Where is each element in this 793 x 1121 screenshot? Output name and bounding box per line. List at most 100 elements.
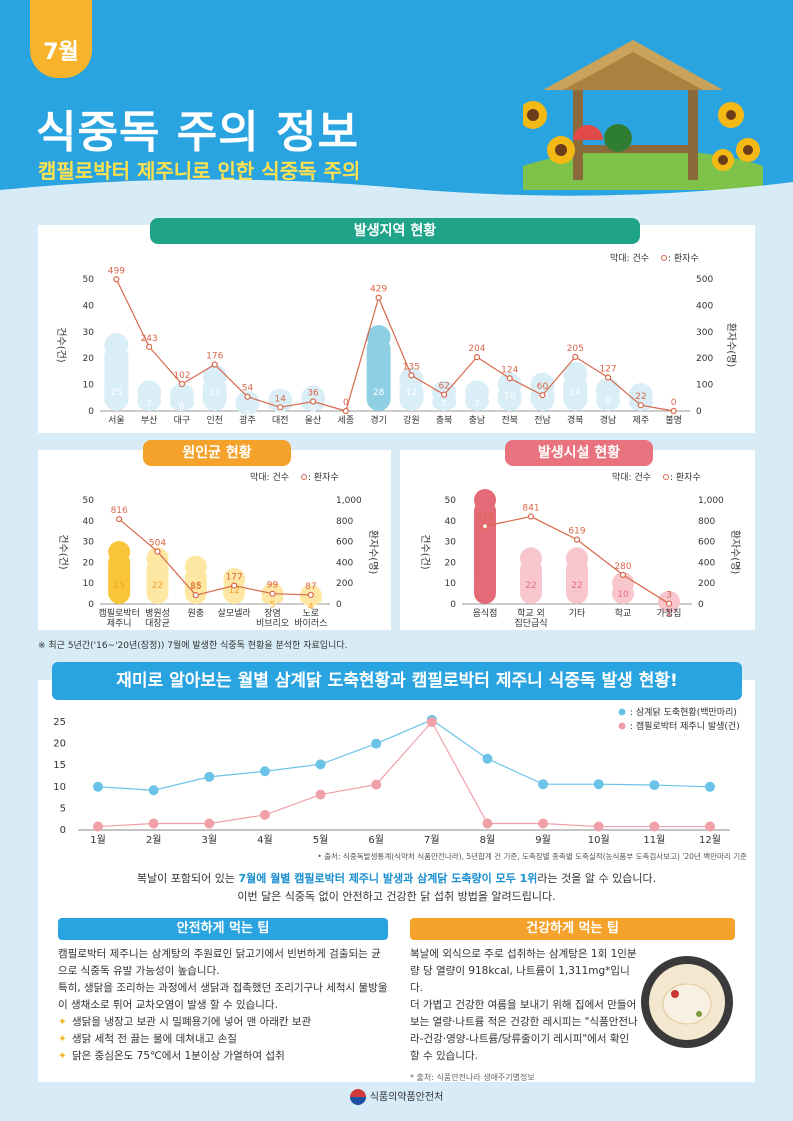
y-tick-label: 30 bbox=[83, 328, 95, 338]
campylobacter-point bbox=[204, 818, 215, 829]
x-tick-label: 광주 bbox=[239, 414, 256, 426]
campylobacter-point bbox=[593, 821, 604, 832]
bar-head bbox=[104, 333, 129, 357]
patients-value-label: 749 bbox=[476, 513, 493, 523]
mfds-logo-icon bbox=[349, 1089, 366, 1105]
footer-org: 식품의약품안전처 bbox=[369, 1092, 444, 1103]
x-tick-label: 2월 bbox=[146, 834, 162, 846]
y-axis-label: 건수(건) bbox=[57, 534, 69, 570]
patients-point bbox=[154, 548, 161, 555]
bar-value-label: 5 bbox=[310, 405, 316, 415]
patients-point bbox=[244, 393, 251, 400]
patients-value-label: 22 bbox=[635, 392, 646, 402]
x-tick-label: 집단급식 bbox=[514, 617, 547, 629]
bar bbox=[520, 558, 542, 604]
bar-head bbox=[464, 380, 489, 405]
bar-head bbox=[497, 372, 522, 397]
patients-point bbox=[527, 513, 535, 520]
x-tick-label: 기타 bbox=[569, 608, 586, 619]
patients-point bbox=[178, 380, 186, 388]
bar-value-label: 7 bbox=[146, 400, 152, 410]
legend-line-marker bbox=[661, 255, 667, 261]
y2-axis-label: 환자수(명) bbox=[367, 530, 379, 575]
patients-value-label: 124 bbox=[501, 365, 518, 375]
chicken-point bbox=[204, 771, 215, 782]
y-tick-label: 20 bbox=[445, 558, 457, 568]
y-tick-label: 40 bbox=[83, 301, 95, 311]
bar-value-label: 10 bbox=[617, 590, 629, 600]
patients-point bbox=[116, 516, 123, 523]
y2-axis-label: 환자수(명) bbox=[725, 323, 737, 368]
y2-tick-label: 1,000 bbox=[698, 496, 724, 506]
y2-tick-label: 200 bbox=[336, 579, 353, 589]
x-tick-label: 충남 bbox=[469, 415, 486, 426]
bar-head bbox=[202, 364, 227, 389]
y-tick-label: 50 bbox=[83, 496, 95, 506]
x-tick-label: 학교 외 bbox=[517, 607, 545, 619]
patients-value-label: 504 bbox=[149, 539, 166, 549]
facility-title: 발생시설 현황 bbox=[505, 440, 653, 466]
y2-tick-label: 400 bbox=[696, 301, 713, 311]
y2-tick-label: 0 bbox=[336, 600, 342, 610]
bar-value-label: 22 bbox=[152, 581, 163, 591]
x-tick-label: 7월 bbox=[424, 834, 440, 846]
header-banner: 7월 식중독 주의 정보 캠필로박터 제주니로 인한 식중독 주의 bbox=[0, 0, 793, 198]
bar-value-label: 18 bbox=[190, 581, 202, 591]
legend-marker bbox=[618, 708, 626, 716]
y-tick-label: 30 bbox=[445, 538, 457, 548]
patients-point bbox=[670, 407, 677, 415]
x-tick-label: 경기 bbox=[370, 414, 387, 426]
patients-point bbox=[307, 591, 314, 599]
y-tick-label: 25 bbox=[53, 717, 66, 728]
legend-label: : 캠필로박터 제주니 발생(건) bbox=[630, 720, 740, 732]
safe-tip-item: ✦ 닭은 중심온도 75℃에서 1분이상 가열하여 섭취 bbox=[58, 1048, 388, 1065]
x-tick-label: 9월 bbox=[535, 834, 551, 846]
patients-value-label: 429 bbox=[370, 285, 387, 295]
bar-head bbox=[530, 372, 555, 397]
y2-tick-label: 100 bbox=[696, 381, 713, 391]
patients-point bbox=[309, 398, 317, 405]
bar-head bbox=[566, 547, 588, 570]
y-tick-label: 10 bbox=[53, 782, 66, 793]
y2-tick-label: 200 bbox=[698, 579, 715, 589]
bar-head bbox=[137, 380, 162, 405]
legend-bar-label: 막대: 건수 bbox=[612, 472, 651, 483]
bar-value-label: 1 bbox=[666, 609, 672, 619]
patients-value-label: 816 bbox=[111, 506, 128, 516]
x-tick-label: 12월 bbox=[699, 834, 721, 846]
bar bbox=[104, 345, 129, 411]
chicken-point bbox=[148, 785, 159, 796]
campylobacter-point bbox=[649, 821, 660, 832]
chicken-line bbox=[97, 719, 711, 791]
bar-value-label: 12 bbox=[406, 388, 417, 398]
footer: 식품의약품안전처 bbox=[0, 1088, 793, 1105]
x-tick-label: 부산 bbox=[141, 415, 158, 426]
cause-chart: 막대: 건수: 환자수 0 10 20 30 40 50 0 200 400 600 800 1,000… bbox=[57, 471, 379, 629]
patients-value-label: 87 bbox=[305, 582, 316, 592]
bar-head bbox=[596, 377, 621, 402]
bar bbox=[366, 337, 391, 411]
x-tick-label: 세종 bbox=[338, 415, 355, 426]
patients-point bbox=[572, 353, 579, 360]
trend-panel bbox=[38, 680, 755, 1082]
patients-value-label: 280 bbox=[614, 562, 631, 572]
page-title: 식중독 주의 정보 bbox=[36, 107, 359, 158]
patients-point bbox=[146, 343, 153, 350]
bar-head bbox=[223, 568, 246, 591]
y-tick-label: 5 bbox=[60, 803, 66, 814]
campylobacter-line bbox=[97, 720, 710, 828]
y-axis-label: 건수(건) bbox=[419, 534, 431, 570]
x-tick-label: 5월 bbox=[313, 834, 329, 846]
x-tick-label: 충북 bbox=[436, 415, 453, 426]
patients-point bbox=[637, 402, 644, 409]
x-tick-label: 전남 bbox=[534, 415, 551, 426]
patients-point bbox=[441, 391, 448, 398]
x-tick-label: 제주 bbox=[633, 415, 650, 426]
y-tick-label: 40 bbox=[445, 517, 457, 527]
bar-head bbox=[108, 541, 131, 563]
bar-value-label: 4 bbox=[277, 407, 283, 417]
patients-value-label: 619 bbox=[568, 527, 585, 537]
bar bbox=[474, 500, 496, 604]
bar-head bbox=[146, 547, 169, 570]
x-tick-label: 경북 bbox=[567, 414, 584, 426]
